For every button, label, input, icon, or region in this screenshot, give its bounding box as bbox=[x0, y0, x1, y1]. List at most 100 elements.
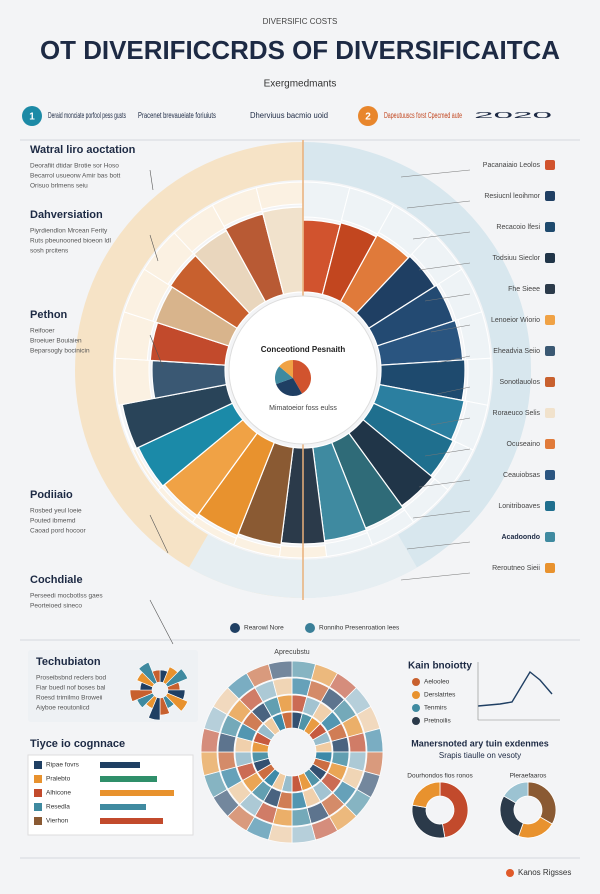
donut-seg bbox=[411, 781, 441, 809]
step-number: 2 bbox=[365, 112, 371, 123]
right-label: Recacoio lfesi bbox=[496, 224, 540, 231]
label-icon bbox=[545, 532, 555, 542]
row-icon bbox=[34, 789, 42, 797]
kicker: DIVERSIFIC COSTS bbox=[263, 17, 338, 26]
right-label: Ceauiobsas bbox=[503, 472, 540, 479]
radial-cell bbox=[281, 711, 293, 730]
row-label: Ripae fovrs bbox=[46, 762, 80, 769]
outer-band bbox=[75, 142, 303, 598]
row-icon bbox=[34, 817, 42, 825]
center-pie bbox=[293, 360, 311, 394]
legend-label: Rearowl Nore bbox=[244, 625, 284, 632]
panel-body: Roesd trimilmo Broweii bbox=[36, 695, 102, 702]
leader-line bbox=[406, 200, 471, 209]
wedge-rim bbox=[114, 357, 153, 406]
right-label: Ocuseaino bbox=[507, 441, 541, 448]
right-label: Sonotlauolos bbox=[500, 379, 541, 386]
center-pie bbox=[275, 366, 293, 385]
radial-cell bbox=[363, 727, 384, 753]
row-bar bbox=[100, 776, 157, 782]
panel-body: Proseibsbnd reclers bod bbox=[36, 675, 106, 682]
row-label: Pralebto bbox=[46, 776, 71, 783]
legend-label: Ronniho Presenroation lees bbox=[319, 625, 400, 632]
legend-label: Pretnoilis bbox=[424, 718, 451, 725]
wedge-rim bbox=[464, 357, 492, 406]
step-text: 2020 bbox=[474, 111, 554, 120]
section-body: Pouted ibmemd bbox=[30, 518, 76, 525]
donut-seg bbox=[503, 781, 529, 804]
panel-title: Techubiaton bbox=[36, 656, 101, 668]
section-body: Perseedi mocbotlss gaes bbox=[30, 593, 103, 600]
leader-line bbox=[149, 514, 169, 554]
section-title: Pethon bbox=[30, 309, 68, 321]
section-body: Caoad pord hocoor bbox=[30, 528, 86, 535]
label-icon bbox=[545, 439, 555, 449]
row-bar bbox=[100, 790, 174, 796]
label-icon bbox=[545, 315, 555, 325]
donut-label: Pleraefaaros bbox=[510, 773, 548, 780]
section-body: Piyrdiendlon Mrcean Ferity bbox=[30, 228, 108, 235]
right-label: Todsiuu Sieclor bbox=[493, 255, 541, 262]
subtitle: Exergmedmants bbox=[264, 79, 337, 90]
label-icon bbox=[545, 377, 555, 387]
label-icon bbox=[545, 346, 555, 356]
row-icon bbox=[34, 761, 42, 769]
section-body: Rosbed yeul loeie bbox=[30, 508, 82, 515]
step-text: Dherviuus bacmio uoid bbox=[250, 111, 328, 120]
panel-subtitle: Srapis tiaulle on vesoty bbox=[439, 751, 521, 760]
step-badge bbox=[358, 106, 378, 126]
legend-dot bbox=[412, 704, 420, 712]
leader-line bbox=[406, 541, 471, 550]
label-icon bbox=[545, 284, 555, 294]
step-number: 1 bbox=[29, 112, 35, 123]
label-icon bbox=[545, 191, 555, 201]
row-label: Resedla bbox=[46, 804, 70, 811]
right-label: Resiucnl leoihmor bbox=[484, 193, 540, 200]
label-icon bbox=[545, 160, 555, 170]
right-label: Lenoeior Wiorio bbox=[491, 317, 540, 324]
leader-line bbox=[418, 262, 471, 271]
legend-dot bbox=[412, 678, 420, 686]
row-label: Vierhon bbox=[46, 818, 69, 825]
title: OT DIVERIFICCRDS OF DIVERSIFICAITCA bbox=[40, 35, 560, 65]
right-label: Pacanaiaio Leolos bbox=[483, 162, 541, 169]
leader-line bbox=[418, 479, 471, 488]
panel-title: Tiyce io cognnace bbox=[30, 738, 125, 750]
leader-line bbox=[430, 324, 471, 333]
leader-line bbox=[424, 293, 471, 302]
leader-line bbox=[430, 417, 471, 426]
right-label: Eheadvia Seiio bbox=[493, 348, 540, 355]
center-note: Mimatoeior foss eulss bbox=[269, 405, 337, 412]
section-title: Cochdiale bbox=[30, 574, 83, 586]
section-body: Peorteioed sineco bbox=[30, 603, 82, 610]
wedge-rim bbox=[191, 515, 238, 546]
wedge-rim bbox=[157, 485, 197, 523]
radial-cell bbox=[276, 694, 293, 713]
leader-line bbox=[412, 510, 471, 519]
panel-title: Manersnoted ary tuin exdenmes bbox=[411, 738, 549, 748]
legend-label: Tenmirs bbox=[424, 705, 448, 712]
right-label: Fhe Sieee bbox=[508, 286, 540, 293]
sparkline bbox=[477, 670, 553, 707]
right-label: Reroutneo Sieii bbox=[492, 565, 540, 572]
legend-label: Aelooleo bbox=[424, 679, 450, 686]
step-text: Dapeutuuscs forst Cpecmed aute bbox=[384, 111, 462, 120]
legend-dot bbox=[412, 717, 420, 725]
panel-body: Fiar buedl nof boses bal bbox=[36, 685, 106, 692]
legend-dot bbox=[412, 691, 420, 699]
section-body: Orisuo brlmens seiu bbox=[30, 183, 88, 190]
label-icon bbox=[545, 563, 555, 573]
footer: Kanos Rigsses bbox=[518, 868, 571, 877]
section-body: Deorafiit dtidar Brotie sor Hoso bbox=[30, 163, 119, 170]
section-title: Dahversiation bbox=[30, 209, 103, 221]
leader-line bbox=[149, 169, 154, 191]
row-icon bbox=[34, 775, 42, 783]
radial-cell bbox=[267, 660, 293, 681]
right-label: Lonitriboaves bbox=[498, 503, 540, 510]
section-body: Ruts pbeunooned bioeon ldl bbox=[30, 238, 112, 245]
panel-body: Aiyboe reoutonlicd bbox=[36, 705, 90, 712]
step-text: Pracenet brevaueiate foriuiuts bbox=[138, 111, 216, 120]
section-body: sosh prcitens bbox=[30, 248, 69, 255]
right-label: Acadoondo bbox=[502, 534, 541, 541]
